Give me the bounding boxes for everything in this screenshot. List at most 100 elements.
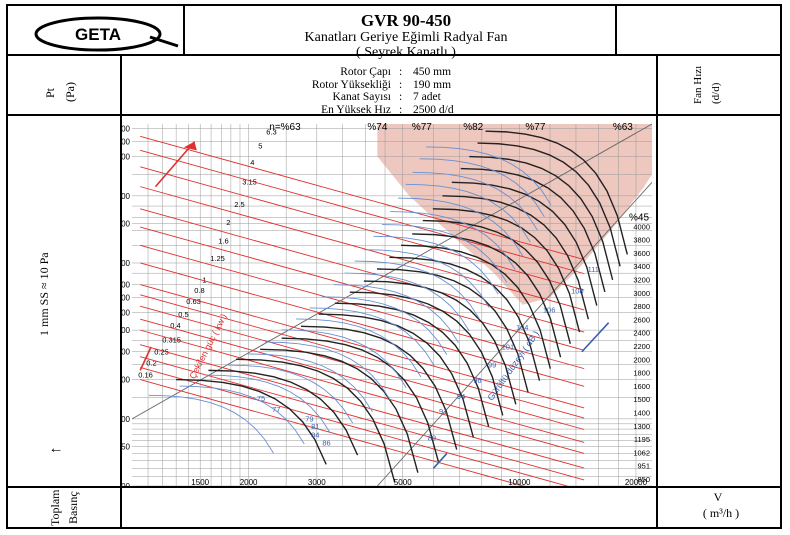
power-line xyxy=(140,226,585,351)
efficiency-curve xyxy=(344,272,470,332)
speed-tick-label: 1300 xyxy=(633,422,650,431)
footer-divider xyxy=(8,486,780,488)
speed-tick-label: 3400 xyxy=(633,262,650,271)
power-line xyxy=(140,186,585,311)
fan-speed-curve xyxy=(208,369,359,456)
subtitle-2: ( Seyrek Kanatlı ) xyxy=(356,45,456,60)
speed-tick-label: 850 xyxy=(637,475,650,484)
efficiency-curve xyxy=(227,364,354,424)
noise-label: 108 xyxy=(571,286,584,295)
efficiency-label: %82 xyxy=(463,122,483,133)
pa-label: (Pa) xyxy=(63,82,77,102)
spec-value: 2500 d/d xyxy=(413,103,454,116)
speed-tick-label: 1600 xyxy=(633,382,650,391)
speed-tick-label: 1195 xyxy=(634,435,650,444)
x-tick-label: 2000 xyxy=(240,478,258,486)
noise-label: 94 xyxy=(457,392,465,401)
efficiency-curve xyxy=(265,341,391,401)
noise-label: 79 xyxy=(305,414,313,423)
performance-plot: 0.16 0.20.25 0.315 0.4 0.5 0.63 0.81 1.25 1.6 2 2.… xyxy=(122,122,652,486)
fan-speed-curve xyxy=(376,268,529,393)
power-label: 1 xyxy=(202,276,206,285)
spec-value: 190 mm xyxy=(413,78,452,91)
spec-label: Rotor Yüksekliği xyxy=(311,78,391,91)
v-label: V xyxy=(713,490,723,504)
speed-percent-label: %45 xyxy=(629,213,649,224)
speed-tick-label: 1062 xyxy=(633,448,650,457)
spec-colon: : xyxy=(399,66,403,78)
speed-tick-label: 2600 xyxy=(633,315,650,324)
fan-speed-curve xyxy=(334,302,490,427)
power-label: 0.2 xyxy=(146,358,156,367)
y-tick-label: 300 xyxy=(122,376,131,385)
x-tick-label: 1500 xyxy=(191,478,209,486)
power-up-arrowhead xyxy=(183,141,197,151)
spec-value: 450 mm xyxy=(413,66,452,78)
efficiency-curve xyxy=(321,296,448,355)
x-tick-label: 20000 xyxy=(625,478,648,486)
fan-speed-curve xyxy=(401,244,552,369)
efficiency-curve xyxy=(247,353,373,413)
speed-tick-label: 2800 xyxy=(633,302,650,311)
power-up-arrow xyxy=(154,141,196,188)
header-divider xyxy=(8,54,780,56)
spec-label: Rotor Çapı xyxy=(340,66,391,78)
fan-speed-curve xyxy=(469,155,614,281)
spec-label: Kanat Sayısı xyxy=(332,91,391,103)
speed-tick-label: 3600 xyxy=(633,249,650,258)
power-line xyxy=(140,356,585,481)
v-unit: ( m³/h ) xyxy=(702,506,740,520)
chart-sheet: GETA GVR 90-450 Kanatları Geriye Eğimli … xyxy=(6,4,782,529)
fan-speed-curve xyxy=(412,233,562,358)
y-tick-label: 200 xyxy=(122,415,131,424)
y-tick-label: 4000 xyxy=(122,125,131,134)
noise-label: 84 xyxy=(311,430,319,439)
efficiency-curve xyxy=(412,171,538,231)
fan-speed-curve xyxy=(451,181,598,306)
pt-label: Pt xyxy=(43,87,57,98)
noise-label: 77 xyxy=(272,405,280,414)
noise-label: 101 xyxy=(502,342,515,351)
efficiency-label: %74 xyxy=(367,122,387,133)
spec-row: Rotor Yüksekliği:190 mm xyxy=(248,79,493,92)
power-label: 0.16 xyxy=(138,371,153,380)
fan-speed-curve xyxy=(176,378,327,465)
efficiency-curve xyxy=(296,318,422,378)
y-tick-label: 150 xyxy=(122,443,131,452)
specs-divider xyxy=(8,114,780,116)
speed-tick-label: 3200 xyxy=(633,276,650,285)
x-tick-label: 5000 xyxy=(394,478,412,486)
basinc-label: Basınç xyxy=(66,491,80,524)
noise-label: 86 xyxy=(322,438,330,447)
power-label: 1.6 xyxy=(218,236,228,245)
efficiency-curve xyxy=(281,329,407,388)
noise-up-arrow xyxy=(581,322,610,353)
noise-label: 81 xyxy=(311,422,319,431)
speed-tick-label: 1400 xyxy=(633,409,650,418)
spec-colon: : xyxy=(399,91,403,103)
logo-divider xyxy=(183,6,185,54)
fan-speed-curve xyxy=(281,337,440,462)
efficiency-curve xyxy=(309,307,435,367)
y-tick-label: 3000 xyxy=(122,153,131,162)
speed-tick-label: 951 xyxy=(637,462,650,471)
efficiency-curve xyxy=(373,235,499,295)
noise-label: 99 xyxy=(488,360,496,369)
right-panel-divider xyxy=(656,54,658,529)
efficiency-curve xyxy=(426,146,552,206)
power-line xyxy=(140,284,585,409)
power-label: 0.25 xyxy=(154,348,169,357)
left-panel-divider xyxy=(120,54,122,529)
fan-speed-curve xyxy=(389,256,541,381)
efficiency-label: %63 xyxy=(613,122,633,133)
fan-speed-curve xyxy=(236,358,396,483)
y-tick-label: 600 xyxy=(122,308,131,317)
power-line xyxy=(140,149,585,275)
up-arrow: ↑ xyxy=(48,446,64,455)
geta-logo: GETA xyxy=(34,16,179,52)
speed-tick-label: 2400 xyxy=(633,329,650,338)
fan-speed-curve xyxy=(363,280,517,405)
y-tick-label: 400 xyxy=(122,348,131,357)
noise-label: 96 xyxy=(473,376,481,385)
spec-value: 7 adet xyxy=(413,91,441,103)
